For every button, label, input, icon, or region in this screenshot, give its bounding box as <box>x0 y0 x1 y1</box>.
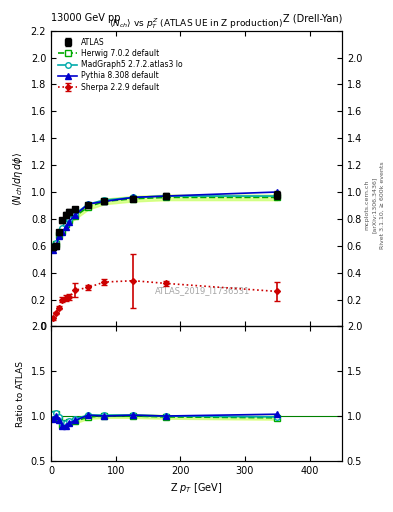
Text: Z (Drell-Yan): Z (Drell-Yan) <box>283 13 342 23</box>
MadGraph5 2.7.2.atlas3 lo <box>63 221 68 227</box>
Herwig 7.0.2 default <box>73 213 78 219</box>
Herwig 7.0.2 default <box>86 204 91 210</box>
MadGraph5 2.7.2.atlas3 lo <box>102 197 107 203</box>
Text: ATLAS_2019_I1736531: ATLAS_2019_I1736531 <box>155 286 250 295</box>
Herwig 7.0.2 default <box>60 228 65 234</box>
Y-axis label: Ratio to ATLAS: Ratio to ATLAS <box>16 360 25 426</box>
Line: Herwig 7.0.2 default: Herwig 7.0.2 default <box>50 195 280 248</box>
Text: [arXiv:1306.3436]: [arXiv:1306.3436] <box>372 177 377 233</box>
Pythia 8.308 default <box>86 201 91 207</box>
Line: MadGraph5 2.7.2.atlas3 lo: MadGraph5 2.7.2.atlas3 lo <box>50 193 280 248</box>
Pythia 8.308 default <box>131 194 136 200</box>
Herwig 7.0.2 default <box>53 241 58 247</box>
Herwig 7.0.2 default <box>102 198 107 204</box>
MadGraph5 2.7.2.atlas3 lo <box>86 201 91 207</box>
Pythia 8.308 default <box>73 212 78 218</box>
Text: mcplots.cern.ch: mcplots.cern.ch <box>364 180 369 230</box>
Herwig 7.0.2 default <box>50 243 55 249</box>
Herwig 7.0.2 default <box>57 232 62 238</box>
Pythia 8.308 default <box>53 243 58 249</box>
Y-axis label: $\langle N_{ch}/d\eta\, d\phi\rangle$: $\langle N_{ch}/d\eta\, d\phi\rangle$ <box>11 152 25 206</box>
MadGraph5 2.7.2.atlas3 lo <box>163 193 168 199</box>
Pythia 8.308 default <box>57 233 62 240</box>
Pythia 8.308 default <box>163 193 168 199</box>
Pythia 8.308 default <box>50 247 55 253</box>
Pythia 8.308 default <box>63 224 68 230</box>
Title: $\langle N_{ch}\rangle$ vs $p_T^Z$ (ATLAS UE in Z production): $\langle N_{ch}\rangle$ vs $p_T^Z$ (ATLA… <box>109 16 284 31</box>
Herwig 7.0.2 default <box>63 221 68 227</box>
MadGraph5 2.7.2.atlas3 lo <box>131 194 136 200</box>
Pythia 8.308 default <box>60 229 65 236</box>
Line: Pythia 8.308 default: Pythia 8.308 default <box>50 189 280 252</box>
MadGraph5 2.7.2.atlas3 lo <box>60 225 65 231</box>
MadGraph5 2.7.2.atlas3 lo <box>275 193 280 199</box>
Pythia 8.308 default <box>102 198 107 204</box>
Herwig 7.0.2 default <box>131 196 136 202</box>
Herwig 7.0.2 default <box>66 217 71 223</box>
Text: 13000 GeV pp: 13000 GeV pp <box>51 13 121 23</box>
Pythia 8.308 default <box>275 189 280 195</box>
Herwig 7.0.2 default <box>163 194 168 200</box>
MadGraph5 2.7.2.atlas3 lo <box>73 210 78 217</box>
MadGraph5 2.7.2.atlas3 lo <box>50 243 55 249</box>
MadGraph5 2.7.2.atlas3 lo <box>53 240 58 246</box>
Herwig 7.0.2 default <box>275 194 280 200</box>
MadGraph5 2.7.2.atlas3 lo <box>66 216 71 222</box>
Text: Rivet 3.1.10, ≥ 600k events: Rivet 3.1.10, ≥ 600k events <box>380 161 385 249</box>
X-axis label: Z $p_T$ [GeV]: Z $p_T$ [GeV] <box>170 481 223 495</box>
Legend: ATLAS, Herwig 7.0.2 default, MadGraph5 2.7.2.atlas3 lo, Pythia 8.308 default, Sh: ATLAS, Herwig 7.0.2 default, MadGraph5 2… <box>55 34 185 95</box>
Pythia 8.308 default <box>66 219 71 225</box>
MadGraph5 2.7.2.atlas3 lo <box>57 230 62 237</box>
